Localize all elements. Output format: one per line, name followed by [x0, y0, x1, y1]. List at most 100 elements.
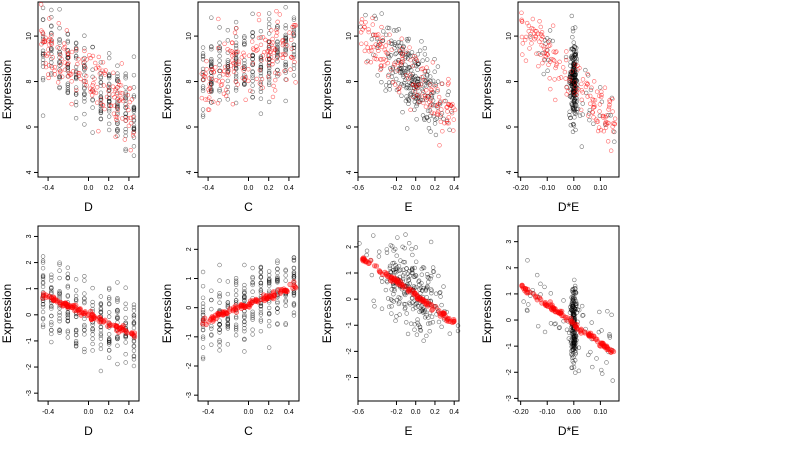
observed-point — [283, 273, 288, 278]
observed-point — [242, 262, 247, 268]
observed-point — [390, 70, 395, 75]
observed-point — [446, 89, 451, 94]
fitted-point — [83, 73, 89, 79]
observed-point — [233, 50, 239, 55]
fitted-point — [371, 44, 376, 50]
observed-point — [73, 327, 79, 333]
observed-point — [49, 51, 54, 56]
fitted-point — [215, 45, 221, 51]
fitted-point — [389, 68, 394, 73]
observed-point — [379, 11, 384, 16]
observed-point — [115, 63, 120, 68]
observed-point — [106, 109, 112, 114]
fitted-point — [429, 87, 434, 93]
observed-point — [556, 325, 562, 331]
observed-point — [425, 108, 431, 114]
observed-point — [65, 83, 71, 88]
fitted-point — [122, 137, 128, 142]
fitted-point — [119, 61, 125, 66]
y-tick-label: 1 — [26, 287, 33, 291]
fitted-point — [578, 326, 584, 332]
fitted-point — [528, 36, 533, 41]
observed-point — [123, 93, 128, 99]
observed-point — [427, 329, 432, 334]
observed-point — [383, 88, 388, 93]
observed-point — [567, 93, 573, 99]
observed-point — [106, 336, 112, 341]
observed-point — [435, 89, 440, 94]
fitted-point — [105, 84, 111, 89]
y-axis-title: Expression — [480, 60, 494, 119]
observed-point — [612, 139, 617, 144]
fitted-point — [547, 76, 552, 81]
observed-point — [413, 272, 418, 278]
observed-point — [49, 7, 54, 13]
fitted-point — [97, 71, 103, 76]
x-tick-label: -0.6 — [352, 409, 364, 416]
fitted-point — [359, 17, 365, 22]
observed-point — [394, 253, 399, 258]
fitted-point — [229, 49, 235, 54]
observed-point — [408, 85, 413, 91]
observed-point — [371, 233, 376, 238]
observed-point — [580, 112, 585, 117]
fitted-point — [392, 61, 397, 66]
fitted-point — [376, 32, 381, 37]
fitted-point — [377, 42, 383, 47]
fitted-point — [537, 39, 542, 44]
fitted-point — [222, 41, 227, 46]
observed-point — [200, 309, 206, 315]
x-tick-label: 0.2 — [430, 409, 440, 416]
observed-point — [82, 111, 87, 117]
observed-point — [389, 304, 394, 309]
observed-point — [98, 83, 104, 88]
fitted-point — [446, 102, 451, 107]
fitted-point — [383, 50, 389, 55]
observed-point — [98, 342, 104, 348]
x-tick-label: 0.2 — [104, 409, 114, 416]
observed-point — [396, 268, 402, 273]
observed-point — [407, 302, 413, 307]
observed-point — [547, 28, 553, 33]
fitted-point — [591, 79, 597, 84]
observed-point — [570, 26, 576, 31]
observed-point — [49, 30, 54, 36]
observed-point — [131, 313, 137, 318]
observed-point — [416, 322, 421, 327]
fitted-point — [89, 88, 95, 93]
observed-point — [416, 304, 421, 309]
observed-point — [389, 287, 394, 292]
observed-point — [115, 361, 120, 367]
observed-point — [258, 64, 264, 70]
fitted-point — [427, 82, 433, 87]
observed-point — [115, 127, 120, 132]
fitted-point — [287, 30, 292, 35]
observed-point — [397, 66, 403, 72]
fitted-point — [231, 52, 237, 57]
observed-point — [57, 260, 62, 265]
observed-point — [548, 291, 554, 296]
fitted-point — [113, 88, 118, 93]
observed-point — [579, 303, 585, 309]
fitted-point — [596, 125, 602, 130]
fitted-point — [104, 94, 110, 100]
fitted-point — [594, 119, 600, 124]
fitted-point — [536, 63, 541, 69]
y-tick-label: -3 — [346, 374, 353, 380]
observed-point — [403, 302, 408, 307]
fitted-point — [408, 57, 413, 63]
observed-point — [250, 282, 255, 288]
observed-point — [594, 356, 599, 361]
fitted-point — [588, 93, 593, 99]
observed-point — [123, 98, 128, 103]
fitted-point — [84, 83, 89, 88]
fitted-point — [260, 85, 265, 90]
observed-point — [569, 351, 574, 357]
x-tick-label: 0.0 — [244, 409, 254, 416]
fitted-point — [130, 114, 136, 120]
observed-point — [391, 260, 397, 266]
fitted-point — [368, 59, 374, 65]
fitted-point — [451, 105, 456, 110]
observed-point — [583, 90, 589, 96]
